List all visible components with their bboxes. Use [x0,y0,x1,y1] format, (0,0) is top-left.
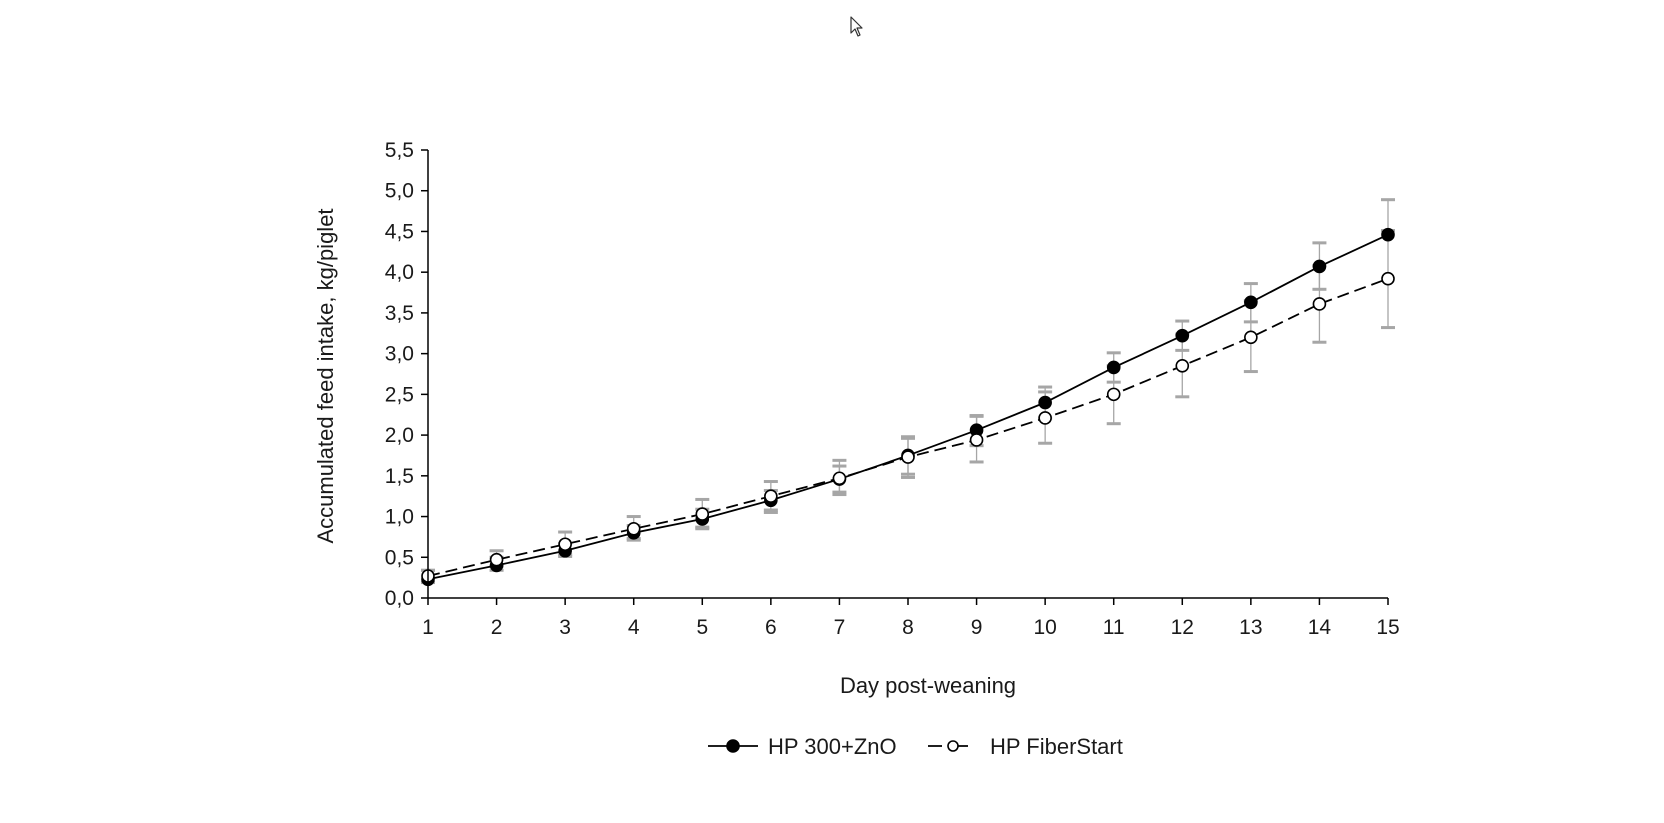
x-tick-label: 6 [765,616,777,639]
y-tick-label: 0,5 [385,546,414,569]
data-point-hp-300-zno [1244,295,1258,310]
markers-layer [421,227,1395,587]
legend-marker-swatch [726,739,740,753]
data-point-hp-fiberstart [1244,330,1258,345]
series-lines-layer [427,233,1389,581]
y-tick-label: 0,0 [385,587,414,610]
y-axis-ticks: 0,0 0,5 1,0 1,5 2,0 2,5 3,0 3,5 4,0 4,5 5,0 5,5 [385,139,428,610]
x-tick-label: 13 [1239,616,1262,639]
data-point-hp-fiberstart [969,433,984,447]
y-tick-label: 5,0 [385,180,414,203]
legend-marker-swatch [947,740,959,752]
data-point-hp-fiberstart [1038,411,1052,425]
x-tick-label: 12 [1171,616,1194,639]
x-tick-label: 14 [1308,616,1332,639]
error-bar [1381,198,1395,233]
legend-item: HP 300+ZnO [708,734,897,759]
data-point-hp-fiberstart [764,489,778,503]
y-tick-label: 4,5 [385,220,414,243]
data-point-hp-300-zno [1312,259,1327,274]
legend-label: HP FiberStart [990,734,1123,759]
data-point-hp-300-zno [1038,395,1052,410]
y-tick-label: 3,5 [385,302,414,325]
x-axis-ticks: 1 2 3 4 5 6 7 8 9 10 11 12 13 14 15 [422,598,1400,639]
data-point-hp-300-zno [1175,328,1190,343]
x-tick-label: 9 [971,616,983,639]
data-point-hp-fiberstart [626,521,641,536]
data-point-hp-fiberstart [1312,297,1327,311]
x-axis-title: Day post-weaning [840,673,1016,698]
data-point-hp-fiberstart [489,552,504,567]
x-tick-label: 10 [1033,616,1056,639]
y-tick-label: 1,0 [385,506,414,529]
y-tick-label: 5,5 [385,139,414,162]
y-tick-label: 2,0 [385,424,414,447]
y-tick-label: 2,5 [385,383,414,406]
x-tick-label: 4 [628,616,640,639]
data-point-hp-300-zno [1381,227,1395,242]
data-point-hp-fiberstart [1381,271,1395,286]
data-point-hp-fiberstart [901,450,915,464]
x-tick-label: 5 [696,616,708,639]
error-bars-layer [421,198,1395,585]
data-point-hp-fiberstart [558,537,572,552]
x-tick-label: 2 [491,616,503,639]
x-tick-label: 11 [1103,616,1125,639]
data-point-hp-fiberstart [1106,387,1121,402]
x-tick-label: 8 [902,616,914,639]
data-point-hp-300-zno [1106,360,1121,375]
y-tick-label: 1,5 [385,465,414,488]
data-point-hp-fiberstart [1175,359,1190,373]
x-tick-label: 15 [1376,616,1399,639]
data-point-hp-fiberstart [832,471,847,486]
x-tick-label: 3 [559,616,571,639]
mouse-pointer-icon [850,16,863,37]
y-tick-label: 4,0 [385,261,414,284]
series-line-hp-300-zno [427,233,1389,581]
legend: HP 300+ZnO HP FiberStart [708,734,1123,759]
x-tick-label: 7 [834,616,846,639]
x-tick-label: 1 [422,616,434,639]
legend-item: HP FiberStart [928,734,1123,759]
data-point-hp-fiberstart [695,507,710,521]
y-tick-label: 3,0 [385,343,414,366]
y-axis-title: Accumulated feed intake, kg/piglet [313,208,338,543]
legend-label: HP 300+ZnO [768,734,897,759]
